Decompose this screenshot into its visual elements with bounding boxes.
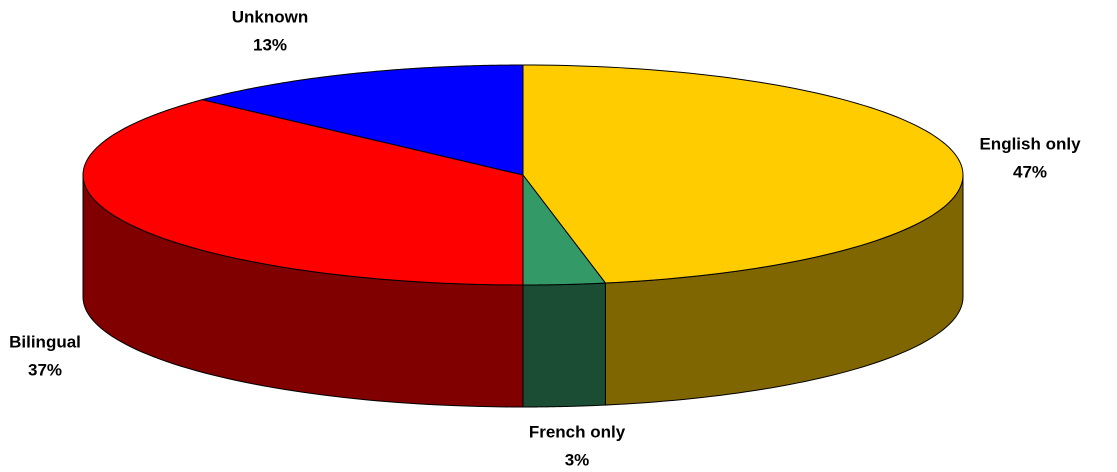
slice-value-label: 3% <box>565 450 590 469</box>
slice-label: English only <box>979 134 1081 153</box>
slice <box>522 173 607 286</box>
slice-value-label: 47% <box>1013 162 1047 181</box>
slice-label: Bilingual <box>9 332 81 351</box>
slice-side <box>522 282 606 408</box>
slice <box>202 64 524 176</box>
slice <box>82 99 524 286</box>
slice-value-label: 37% <box>28 360 62 379</box>
slice-label: Unknown <box>232 7 309 26</box>
slice-label: French only <box>529 422 626 441</box>
slice <box>522 64 964 284</box>
slice-value-label: 13% <box>253 35 287 54</box>
